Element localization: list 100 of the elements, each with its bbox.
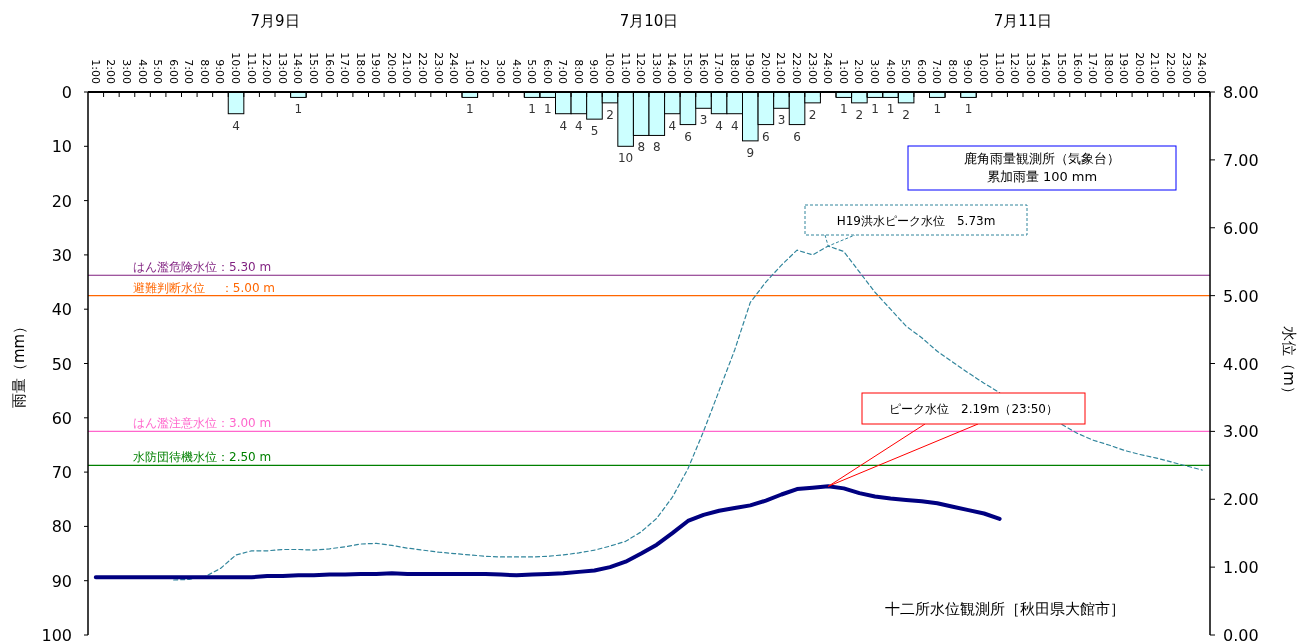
x-tick-label: 23:00 <box>431 52 445 84</box>
x-tick-label: 5:00 <box>899 59 913 84</box>
data-label: 9 <box>746 145 755 160</box>
y-tick-label: 70 <box>51 463 72 483</box>
x-tick-label: 8:00 <box>571 59 585 84</box>
x-tick-label: 20:00 <box>384 52 398 84</box>
x-tick-label: 23:00 <box>1179 52 1193 84</box>
y2-tick-label: 1.00 <box>1223 558 1259 578</box>
x-tick-label: 15:00 <box>1054 52 1068 84</box>
y2-tick-label: 7.00 <box>1223 150 1259 170</box>
data-label: 6 <box>684 129 692 144</box>
y-tick-label: 40 <box>51 300 72 320</box>
x-tick-label: 16:00 <box>696 52 710 84</box>
x-tick-label: 17:00 <box>1086 52 1100 84</box>
x-tick-label: 12:00 <box>260 52 274 84</box>
y2-tick-label: 6.00 <box>1223 218 1259 238</box>
x-tick-label: 3:00 <box>493 59 507 84</box>
y2-tick-label: 5.00 <box>1223 286 1259 306</box>
text: 7月9日 <box>250 12 300 30</box>
x-tick-label: 7:00 <box>930 59 944 84</box>
data-label: 4 <box>559 118 568 133</box>
data-label: 3 <box>777 113 786 128</box>
x-tick-label: 7:00 <box>556 59 570 84</box>
data-label: 1 <box>839 102 848 117</box>
x-tick-label: 19:00 <box>369 52 383 84</box>
annotation: 累加雨量 100 mm <box>986 169 1098 184</box>
annotation: ピーク水位 2.19m（23:50） <box>889 402 1058 416</box>
data-label: 1 <box>543 102 552 117</box>
x-tick-label: 5:00 <box>151 59 165 84</box>
y2-tick-label: 0.00 <box>1223 626 1259 642</box>
x-tick-label: 22:00 <box>790 52 804 84</box>
x-tick-label: 13:00 <box>275 52 289 84</box>
x-tick-label: 24:00 <box>821 52 835 84</box>
data-label: 2 <box>855 107 864 122</box>
x-tick-label: 18:00 <box>727 52 741 84</box>
x-tick-label: 4:00 <box>883 59 897 84</box>
x-tick-label: 5:00 <box>525 59 539 84</box>
data-label: 10 <box>617 151 634 166</box>
y-tick-label: 90 <box>51 571 72 591</box>
data-label: 4 <box>575 118 583 133</box>
y-tick-label: 80 <box>51 517 72 537</box>
data-label: 8 <box>637 140 646 155</box>
x-tick-label: 4:00 <box>509 59 523 84</box>
data-label: 4 <box>232 118 240 133</box>
x-tick-label: 13:00 <box>1023 52 1037 84</box>
x-tick-label: 10:00 <box>603 52 617 84</box>
y2-tick-label: 4.00 <box>1223 354 1259 374</box>
y-axis-title: 雨量（mm） <box>10 318 28 409</box>
x-tick-label: 2:00 <box>104 59 118 84</box>
x-tick-label: 9:00 <box>213 59 227 84</box>
x-tick-label: 20:00 <box>758 52 772 84</box>
data-label: 6 <box>762 129 770 144</box>
x-tick-label: 21:00 <box>400 52 414 84</box>
text: 7月11日 <box>993 12 1053 30</box>
x-tick-label: 2:00 <box>478 59 492 84</box>
y2-axis-title: 水位（m） <box>1280 326 1298 401</box>
x-tick-label: 11:00 <box>244 52 258 84</box>
x-tick-label: 10:00 <box>229 52 243 84</box>
x-tick-label: 9:00 <box>587 59 601 84</box>
x-tick-label: 20:00 <box>1132 52 1146 84</box>
x-tick-label: 3:00 <box>119 59 133 84</box>
x-tick-label: 9:00 <box>961 59 975 84</box>
x-tick-label: 8:00 <box>197 59 211 84</box>
x-tick-label: 4:00 <box>135 59 149 84</box>
annotation: 十二所水位観測所［秋田県大館市］ <box>885 600 1125 618</box>
y-tick-label: 0 <box>61 83 72 102</box>
x-tick-label: 3:00 <box>867 59 881 84</box>
x-tick-label: 13:00 <box>649 52 663 84</box>
data-label: 1 <box>294 102 303 117</box>
data-label: 6 <box>793 129 801 144</box>
x-tick-label: 15:00 <box>306 52 320 84</box>
data-label: 1 <box>933 102 942 117</box>
x-tick-label: 14:00 <box>291 52 305 84</box>
x-tick-label: 16:00 <box>322 52 336 84</box>
y2-tick-label: 2.00 <box>1223 490 1259 510</box>
x-tick-label: 14:00 <box>665 52 679 84</box>
ref-line-label: 水防団待機水位：2.50 m <box>133 450 272 465</box>
x-tick-label: 6:00 <box>166 59 180 84</box>
x-tick-label: 14:00 <box>1039 52 1053 84</box>
x-tick-label: 1:00 <box>462 59 476 84</box>
data-label: 1 <box>964 102 973 117</box>
data-label: 1 <box>465 102 474 117</box>
y2-tick-label: 3.00 <box>1223 422 1259 442</box>
data-label: 2 <box>808 107 817 122</box>
data-label: 4 <box>715 118 723 133</box>
annotation: 鹿角雨量観測所（気象台） <box>964 151 1120 166</box>
annotation: H19洪水ピーク水位 5.73m <box>836 214 996 228</box>
x-tick-label: 6:00 <box>540 59 554 84</box>
y2-tick-label: 8.00 <box>1223 83 1259 102</box>
data-label: 8 <box>652 140 661 155</box>
x-tick-label: 19:00 <box>743 52 757 84</box>
x-tick-label: 16:00 <box>1070 52 1084 84</box>
data-label: 1 <box>871 102 879 117</box>
x-tick-label: 18:00 <box>353 52 367 84</box>
x-tick-label: 24:00 <box>1195 52 1209 84</box>
data-label: 1 <box>886 102 895 117</box>
y-tick-label: 30 <box>51 245 72 265</box>
ref-line-label: はん濫危険水位：5.30 m <box>133 260 272 275</box>
x-tick-label: 7:00 <box>182 59 196 84</box>
data-label: 1 <box>528 102 536 117</box>
